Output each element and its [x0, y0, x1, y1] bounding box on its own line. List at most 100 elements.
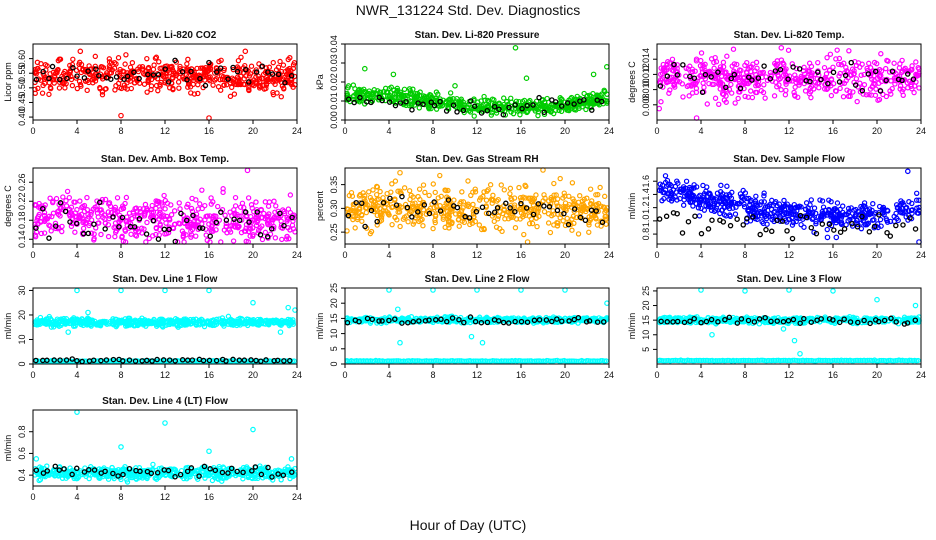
data-point — [177, 206, 183, 212]
data-point — [875, 97, 881, 103]
data-point — [266, 199, 273, 205]
data-point — [253, 199, 259, 205]
black-point — [63, 357, 70, 363]
data-point — [285, 316, 291, 323]
data-point — [285, 206, 292, 212]
data-point — [698, 50, 705, 56]
data-point — [227, 93, 234, 100]
data-point — [670, 64, 677, 71]
data-point — [766, 203, 772, 209]
data-point — [185, 319, 192, 326]
data-point — [218, 239, 224, 245]
data-point — [808, 197, 814, 203]
data-point — [413, 93, 419, 99]
data-point — [98, 231, 104, 238]
y-tick-label: 0.60 — [17, 50, 27, 68]
data-point — [833, 56, 839, 62]
data-point — [128, 231, 134, 237]
data-point — [210, 82, 216, 88]
data-point — [99, 92, 106, 98]
black-point — [230, 64, 236, 71]
data-point — [854, 98, 860, 105]
data-point — [741, 85, 747, 92]
data-point — [117, 66, 123, 73]
data-point — [161, 192, 167, 199]
black-point — [789, 235, 796, 242]
data-point — [188, 228, 194, 235]
data-point — [698, 196, 704, 202]
data-point — [753, 71, 759, 78]
data-point — [80, 219, 86, 226]
data-point — [891, 60, 897, 66]
data-point — [43, 215, 50, 221]
data-point — [230, 66, 237, 73]
data-point — [726, 205, 733, 212]
outlier-point — [77, 48, 84, 55]
data-point — [720, 59, 727, 66]
data-point — [96, 220, 102, 226]
data-point — [106, 201, 112, 207]
data-point — [230, 318, 237, 325]
black-point — [197, 225, 203, 231]
data-point — [529, 195, 535, 202]
black-point — [124, 73, 131, 80]
black-point — [656, 216, 663, 222]
data-point — [432, 217, 438, 224]
figure-title: NWR_131224 Std. Dev. Diagnostics — [355, 2, 581, 18]
data-point — [416, 218, 422, 225]
panel-title: Stan. Dev. Line 1 Flow — [113, 274, 218, 285]
data-point — [278, 222, 285, 228]
black-point — [779, 218, 786, 224]
data-point — [672, 84, 678, 90]
data-point — [383, 200, 390, 207]
data-point — [406, 102, 412, 109]
black-point — [808, 224, 815, 231]
black-point — [750, 214, 756, 220]
data-point — [265, 203, 272, 209]
data-point — [820, 204, 827, 210]
data-point — [377, 188, 383, 195]
data-point — [724, 183, 730, 189]
data-point — [176, 85, 182, 91]
data-point — [828, 199, 834, 205]
data-point — [46, 80, 53, 86]
black-point — [188, 68, 194, 75]
x-tick-label: 4 — [74, 250, 79, 260]
data-point — [801, 64, 807, 71]
data-point — [877, 216, 884, 223]
data-point — [736, 201, 742, 207]
data-point — [145, 64, 152, 71]
data-point — [259, 236, 266, 243]
black-point — [225, 76, 231, 82]
data-point — [84, 315, 91, 321]
data-point — [356, 209, 362, 216]
data-point — [189, 221, 195, 227]
black-point — [161, 226, 168, 233]
data-point — [712, 95, 719, 101]
x-tick-label: 0 — [654, 250, 659, 260]
data-point — [727, 193, 733, 199]
y-tick-label: 0.02 — [329, 73, 339, 91]
x-tick-label: 20 — [248, 250, 258, 260]
black-point — [746, 74, 752, 80]
data-point — [836, 73, 842, 79]
data-point — [108, 60, 115, 66]
y-tick-label: 0.012 — [641, 63, 651, 86]
data-point — [680, 94, 686, 100]
data-point — [792, 72, 798, 78]
data-point — [848, 72, 854, 78]
black-point — [236, 217, 243, 224]
black-point — [468, 98, 474, 104]
data-point — [193, 74, 199, 80]
data-point — [472, 189, 479, 195]
data-point — [231, 91, 238, 97]
data-point — [807, 89, 814, 95]
data-point — [420, 222, 426, 229]
data-point — [449, 318, 456, 324]
data-point — [569, 227, 575, 233]
data-point — [84, 194, 90, 201]
data-point — [267, 318, 273, 324]
data-point — [406, 188, 413, 194]
